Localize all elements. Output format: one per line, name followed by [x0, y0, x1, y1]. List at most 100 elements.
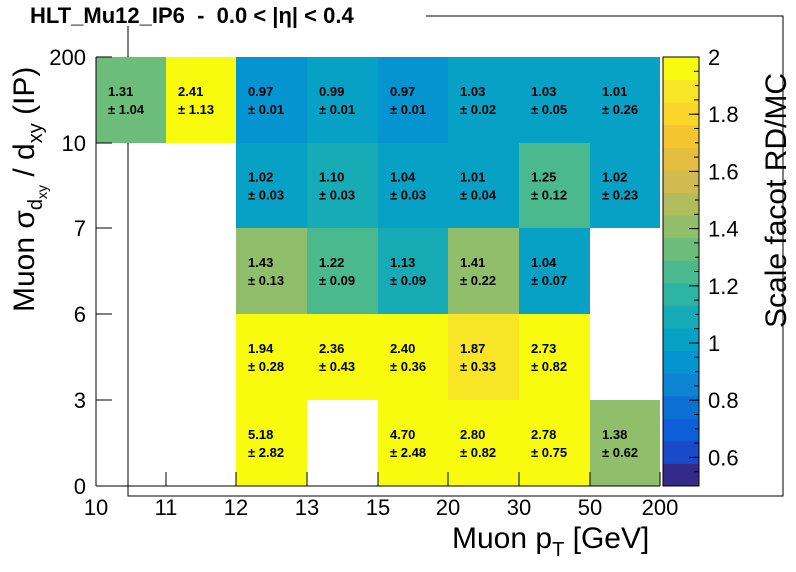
x-tick-label: 15 — [366, 495, 390, 520]
cell-value-label: 1.04 — [390, 170, 416, 185]
heatmap-cell — [448, 400, 519, 486]
cell-error-label: ± 0.03 — [390, 188, 426, 203]
palette-swatch — [663, 440, 699, 464]
cell-error-label: ± 0.33 — [460, 359, 496, 374]
heatmap-cell — [96, 57, 166, 143]
cell-error-label: ± 2.48 — [390, 445, 426, 460]
cell-error-label: ± 0.12 — [531, 188, 567, 203]
outer-frame — [127, 15, 784, 497]
cell-value-label: 1.03 — [531, 84, 556, 99]
palette-tick-label: 1 — [708, 331, 720, 356]
cell-value-label: 1.87 — [460, 341, 485, 356]
title-background — [26, 2, 426, 26]
palette-swatch — [663, 57, 699, 81]
palette-swatch — [663, 463, 699, 487]
cell-error-label: ± 0.05 — [531, 102, 567, 117]
palette-tick-label: 0.8 — [708, 388, 739, 413]
y-axis-label-d: / d — [8, 143, 41, 185]
heatmap-cell — [236, 400, 307, 486]
cell-error-label: ± 0.28 — [248, 359, 284, 374]
y-tick-label: 3 — [74, 388, 86, 413]
heatmap-cell — [378, 314, 448, 400]
heatmap-cell — [307, 228, 378, 314]
y-axis-label-e: xy — [25, 123, 47, 144]
palette-swatch — [663, 418, 699, 442]
color-scale-label: Scale facot RD/MC — [760, 72, 793, 328]
heatmap-cell — [236, 314, 307, 400]
palette-swatch — [663, 147, 699, 171]
y-axis-label: Muon σdxy / dxy (IP) — [8, 67, 50, 312]
heatmap-cell — [378, 143, 448, 228]
cell-error-label: ± 0.82 — [460, 445, 496, 460]
heatmap-cell — [378, 228, 448, 314]
cell-error-label: ± 0.43 — [319, 359, 355, 374]
cell-error-label: ± 0.01 — [248, 102, 284, 117]
heatmap-cell — [590, 143, 660, 228]
cell-value-label: 1.22 — [319, 255, 344, 270]
y-tick-label: 0 — [74, 474, 86, 499]
palette-tick-label: 1.6 — [708, 159, 739, 184]
palette-swatch — [663, 102, 699, 126]
palette-swatch — [663, 373, 699, 397]
heatmap-cell — [166, 57, 236, 143]
heatmap-cell — [448, 228, 519, 314]
cell-value-label: 4.70 — [390, 427, 415, 442]
cell-error-label: ± 0.22 — [460, 273, 496, 288]
cell-error-label: ± 0.36 — [390, 359, 426, 374]
palette-swatch — [663, 260, 699, 284]
y-axis-label-f: (IP) — [8, 66, 41, 124]
x-tick-label: 12 — [224, 495, 248, 520]
x-tick-label: 50 — [578, 495, 602, 520]
x-tick-label: 11 — [155, 495, 178, 520]
cell-value-label: 1.04 — [531, 255, 557, 270]
x-axis-label: Muon pT [GeV] — [452, 522, 649, 562]
cell-value-label: 1.02 — [602, 170, 627, 185]
palette-tick-label: 2 — [708, 45, 720, 70]
x-tick-label: 30 — [507, 495, 531, 520]
cell-error-label: ± 0.09 — [319, 273, 355, 288]
chart-title: HLT_Mu12_IP6 - 0.0 < |η| < 0.4 — [30, 3, 354, 28]
heatmap-cell — [236, 228, 307, 314]
heatmap-cell — [448, 143, 519, 228]
heatmap-cell — [448, 57, 519, 143]
heatmap-cell — [519, 57, 590, 143]
cell-value-label: 1.01 — [602, 84, 627, 99]
heatmap-cell — [519, 143, 590, 228]
cell-value-label: 1.13 — [390, 255, 415, 270]
y-tick-label: 6 — [74, 302, 86, 327]
heatmap-cell — [307, 143, 378, 228]
palette-swatch — [663, 124, 699, 148]
cell-value-label: 1.25 — [531, 170, 556, 185]
cell-error-label: ± 0.82 — [531, 359, 567, 374]
x-tick-label: 13 — [295, 495, 319, 520]
palette-tick-label: 0.6 — [708, 445, 739, 470]
y-tick-label: 200 — [49, 45, 86, 70]
x-axis-label-main: Muon p — [452, 522, 553, 555]
palette-swatch — [663, 79, 699, 103]
heatmap-cell — [519, 228, 590, 314]
heatmap-cell — [590, 400, 660, 486]
cell-value-label: 2.36 — [319, 341, 344, 356]
palette-swatch — [663, 327, 699, 352]
cell-error-label: ± 0.62 — [602, 445, 638, 460]
cell-value-label: 1.01 — [460, 170, 485, 185]
cell-error-label: ± 0.01 — [319, 102, 355, 117]
cell-value-label: 1.31 — [108, 84, 133, 99]
palette-tick-label: 1.4 — [708, 217, 739, 242]
heatmap-cell — [307, 314, 378, 400]
palette-swatch — [663, 350, 699, 374]
palette-tick-label: 1.8 — [708, 102, 739, 127]
heatmap-cell — [519, 400, 590, 486]
palette-swatch — [663, 237, 699, 261]
y-axis-label-a: Muon σ — [8, 210, 41, 312]
cell-value-label: 1.94 — [248, 341, 274, 356]
cell-value-label: 1.10 — [319, 170, 344, 185]
cell-error-label: ± 1.04 — [108, 102, 145, 117]
cell-value-label: 2.41 — [178, 84, 203, 99]
cell-error-label: ± 2.82 — [248, 445, 284, 460]
heatmap-cell — [378, 57, 448, 143]
palette-swatch — [663, 215, 699, 239]
cell-value-label: 2.40 — [390, 341, 415, 356]
y-tick-label: 10 — [62, 131, 86, 156]
